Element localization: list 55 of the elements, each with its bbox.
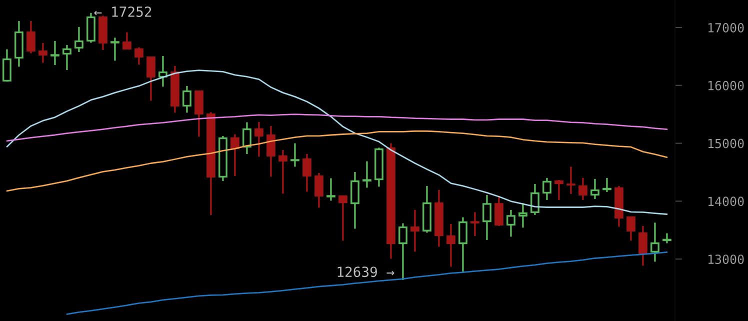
annotation: 12639 → <box>338 266 394 278</box>
candlestick <box>542 177 552 201</box>
candlestick <box>362 160 372 189</box>
candlestick <box>314 172 324 208</box>
candlestick <box>62 44 72 71</box>
annotation: ← 17252 <box>94 6 152 17</box>
y-tick-label: 14000 <box>708 196 744 206</box>
candlestick <box>578 177 588 201</box>
candlestick <box>638 225 648 266</box>
candlestick <box>242 121 252 155</box>
candlestick <box>338 195 348 242</box>
candlestick <box>458 216 468 272</box>
y-tick-label: 15000 <box>708 138 744 148</box>
candlestick <box>554 179 564 201</box>
line-series <box>6 70 668 215</box>
candlestick <box>86 12 96 44</box>
candlestick <box>290 142 300 168</box>
candlestick <box>518 202 528 228</box>
candlestick <box>26 20 36 54</box>
candlestick <box>278 149 288 194</box>
candlestick <box>182 85 192 114</box>
candlestick <box>350 171 360 230</box>
candlestick <box>398 222 408 281</box>
candlestick <box>254 121 264 158</box>
candlestick <box>566 166 576 195</box>
candlestick <box>194 90 204 138</box>
candlestick <box>470 211 480 237</box>
candlestick <box>602 177 612 193</box>
candlestick <box>626 216 636 242</box>
y-tick-label: 17000 <box>708 23 744 32</box>
candlestick <box>158 55 168 88</box>
candlestick <box>494 195 504 227</box>
candlestick <box>50 40 60 66</box>
candlestick <box>590 178 600 200</box>
candlestick <box>650 222 660 262</box>
candlestick <box>326 177 336 202</box>
candlestick <box>230 133 240 177</box>
y-tick-label: 16000 <box>708 80 744 90</box>
candlestick <box>266 125 276 178</box>
candlestick <box>662 232 672 244</box>
candlestick <box>482 194 492 241</box>
candlestick <box>506 209 516 238</box>
candlestick <box>302 153 312 193</box>
candlestick <box>446 223 456 268</box>
candlestick <box>134 46 144 66</box>
candlestick <box>122 31 132 50</box>
candlestick <box>110 36 120 62</box>
candlestick <box>2 48 12 83</box>
candlestick <box>530 183 540 216</box>
candlestick <box>410 209 420 252</box>
candlestick <box>38 42 48 64</box>
line-series <box>6 114 668 142</box>
y-tick-label: 13000 <box>708 254 744 264</box>
candlestick <box>74 26 84 53</box>
candlestick <box>146 56 156 102</box>
